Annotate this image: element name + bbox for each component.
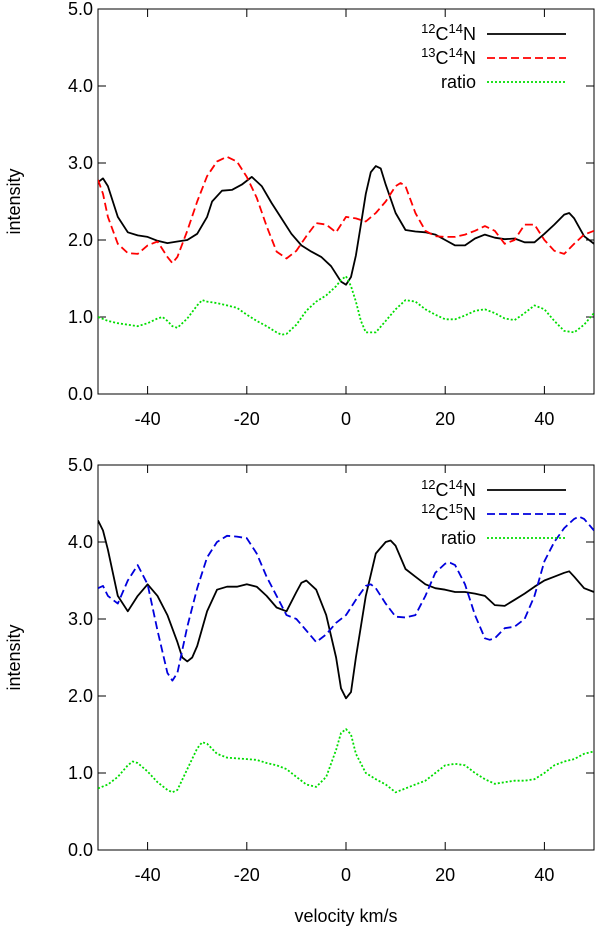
x-tick-label: 0 <box>341 865 351 885</box>
series-line-12C15N <box>98 515 594 682</box>
x-tick-label: 20 <box>435 865 455 885</box>
plot-frame <box>97 8 595 395</box>
x-tick-label: -20 <box>234 865 260 885</box>
series-line-12C14N <box>98 520 594 700</box>
series-line-13C14N <box>98 155 594 265</box>
plot-frame <box>97 464 595 851</box>
chart-panel-1: -40 -20 0 20 40 0.0 1.0 2.0 3.0 4.0 5.0 intensity 12… <box>4 0 595 429</box>
series-line-12C14N <box>98 165 594 286</box>
y-tick-label: 5.0 <box>68 0 93 19</box>
y-tick-label: 0.0 <box>68 840 93 860</box>
y-tick-label: 1.0 <box>68 307 93 327</box>
y-tick-label: 2.0 <box>68 686 93 706</box>
legend-label-12C14N: 12C14N <box>421 477 476 500</box>
x-tick-label: 0 <box>341 409 351 429</box>
y-tick-label: 4.0 <box>68 532 93 552</box>
series-line-ratio <box>98 728 594 794</box>
legend-label-12C15N: 12C15N <box>421 501 476 524</box>
x-tick-label: -40 <box>135 865 161 885</box>
y-tick-label: 5.0 <box>68 455 93 475</box>
chart-panel-2: -40 -20 0 20 40 0.0 1.0 2.0 3.0 4.0 5.0 intensity ve… <box>4 455 595 926</box>
legend-label-ratio: ratio <box>441 72 476 92</box>
x-tick-label: -40 <box>135 409 161 429</box>
y-tick-label: 0.0 <box>68 384 93 404</box>
y-axis-label: intensity <box>4 624 24 690</box>
x-tick-label: 40 <box>534 865 554 885</box>
legend-label-ratio: ratio <box>441 528 476 548</box>
y-axis-label: intensity <box>4 168 24 234</box>
y-tick-label: 3.0 <box>68 609 93 629</box>
y-tick-label: 3.0 <box>68 153 93 173</box>
x-tick-label: 40 <box>534 409 554 429</box>
y-tick-label: 1.0 <box>68 763 93 783</box>
x-axis-label: velocity km/s <box>294 906 397 926</box>
legend-label-12C14N: 12C14N <box>421 21 476 44</box>
y-tick-label: 4.0 <box>68 76 93 96</box>
legend-label-13C14N: 13C14N <box>421 45 476 68</box>
x-tick-label: 20 <box>435 409 455 429</box>
y-tick-label: 2.0 <box>68 230 93 250</box>
series-line-ratio <box>98 275 594 336</box>
x-tick-label: -20 <box>234 409 260 429</box>
